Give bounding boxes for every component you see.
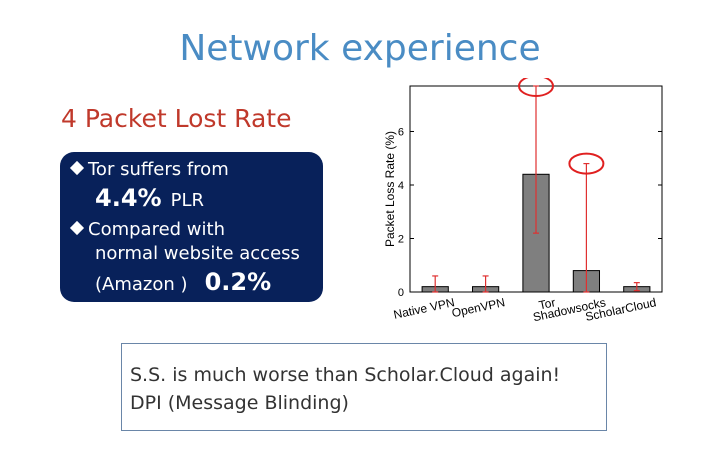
note-line-2: DPI (Message Blinding) <box>130 392 349 414</box>
callout-line-4: (Amazon ) <box>95 274 188 295</box>
diamond-bullet-icon <box>69 160 85 176</box>
y-tick-label: 2 <box>398 233 404 245</box>
callout-item-tor: Tor suffers from <box>69 159 229 180</box>
plr-unit: PLR <box>170 190 205 211</box>
x-tick-label: Tor <box>537 295 556 312</box>
y-tick-label: 4 <box>398 180 404 192</box>
slide-subtitle: 4 Packet Lost Rate <box>61 104 292 133</box>
tor-plr-value: 4.4% <box>95 184 162 212</box>
note-box: S.S. is much worse than Scholar.Cloud ag… <box>121 343 607 431</box>
amazon-plr-value: 0.2% <box>204 268 272 296</box>
diamond-bullet-icon <box>69 220 85 236</box>
callout-item-compare: Compared with <box>69 219 225 240</box>
y-axis-label: Packet Loss Rate (%) <box>383 131 397 247</box>
callout-line-3: normal website access <box>95 243 300 264</box>
slide-title: Network experience <box>179 28 541 69</box>
y-tick-label: 6 <box>398 126 404 138</box>
y-tick-label: 0 <box>398 287 404 299</box>
callout-amazon-row: (Amazon ) 0.2% <box>95 268 271 296</box>
callout-line-2: Compared with <box>88 219 225 240</box>
x-tick-label: Native VPN <box>392 295 456 322</box>
highlight-circle <box>568 152 605 175</box>
callout-tor-value: 4.4% PLR <box>95 184 204 212</box>
callout-box: Tor suffers from 4.4% PLR Compared with … <box>60 152 323 302</box>
callout-line-1: Tor suffers from <box>88 159 229 180</box>
note-line-1: S.S. is much worse than Scholar.Cloud ag… <box>130 364 561 386</box>
x-tick-label: OpenVPN <box>450 295 506 320</box>
highlight-circle <box>518 78 554 97</box>
